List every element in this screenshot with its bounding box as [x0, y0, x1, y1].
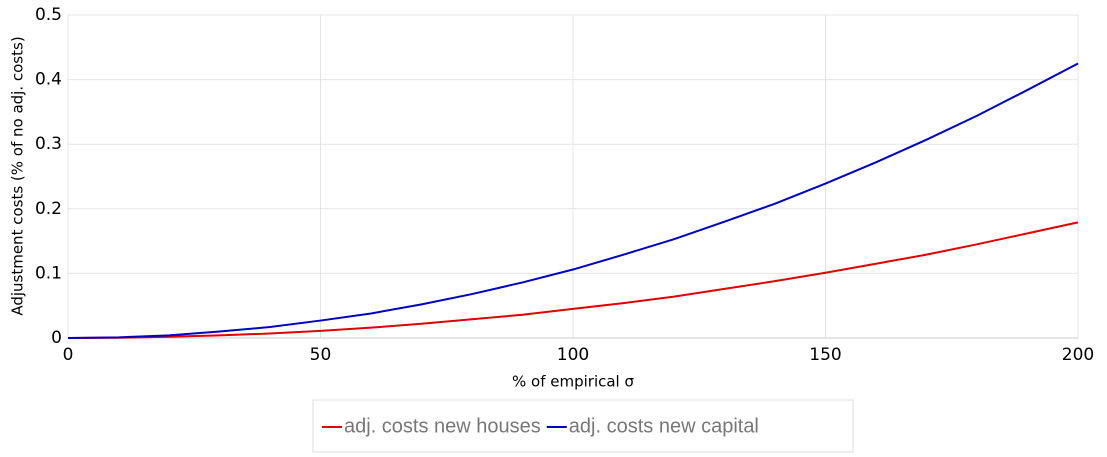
x-tick-label: 150	[809, 345, 841, 365]
x-tick-label: 200	[1062, 345, 1094, 365]
x-tick-label: 100	[557, 345, 589, 365]
line-series	[67, 221, 1079, 339]
x-tick-label: 50	[310, 345, 332, 365]
y-tick-label: 0	[51, 328, 62, 348]
x-axis-label: % of empirical σ	[512, 373, 634, 391]
y-tick-label: 0.4	[35, 70, 62, 90]
legend: adj. costs new houses adj. costs new capi…	[322, 415, 759, 437]
y-axis-label: Adjustment costs (% of no adj. costs)	[9, 36, 27, 315]
y-tick-label: 0.5	[35, 5, 62, 25]
y-tick-label: 0.1	[35, 263, 62, 283]
legend-label: adj. costs new houses	[344, 415, 541, 437]
x-tick-label: 0	[63, 345, 74, 365]
y-tick-label: 0.3	[35, 134, 62, 154]
line-series	[67, 62, 1079, 339]
y-tick-label: 0.2	[35, 199, 62, 219]
legend-box	[312, 399, 854, 453]
legend-label: adj. costs new capital	[569, 415, 759, 437]
